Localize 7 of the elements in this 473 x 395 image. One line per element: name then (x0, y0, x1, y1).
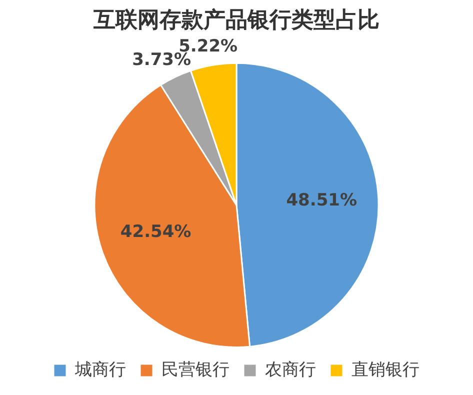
legend-label: 农商行 (265, 360, 316, 380)
data-label: 48.51% (286, 190, 358, 211)
legend-label: 城商行 (74, 360, 126, 380)
data-label: 42.54% (120, 222, 192, 242)
chart-title: 互联网存款产品银行类型占比 (92, 6, 380, 33)
legend-label: 民营银行 (162, 360, 230, 380)
legend-label: 直销银行 (352, 360, 420, 380)
